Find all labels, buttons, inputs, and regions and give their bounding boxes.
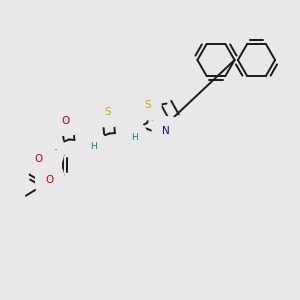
Text: O: O — [61, 116, 69, 126]
Text: O: O — [34, 139, 43, 149]
Text: S: S — [145, 100, 151, 110]
Text: N: N — [162, 126, 170, 136]
Text: S: S — [105, 107, 111, 117]
Text: H: H — [91, 142, 97, 151]
Text: H: H — [131, 133, 138, 142]
Text: -: - — [40, 139, 44, 149]
Text: +: + — [50, 145, 56, 154]
Text: N: N — [126, 130, 134, 141]
Text: O: O — [34, 154, 43, 164]
Text: N: N — [45, 146, 53, 156]
Text: O: O — [46, 176, 54, 185]
Text: N: N — [86, 140, 94, 150]
